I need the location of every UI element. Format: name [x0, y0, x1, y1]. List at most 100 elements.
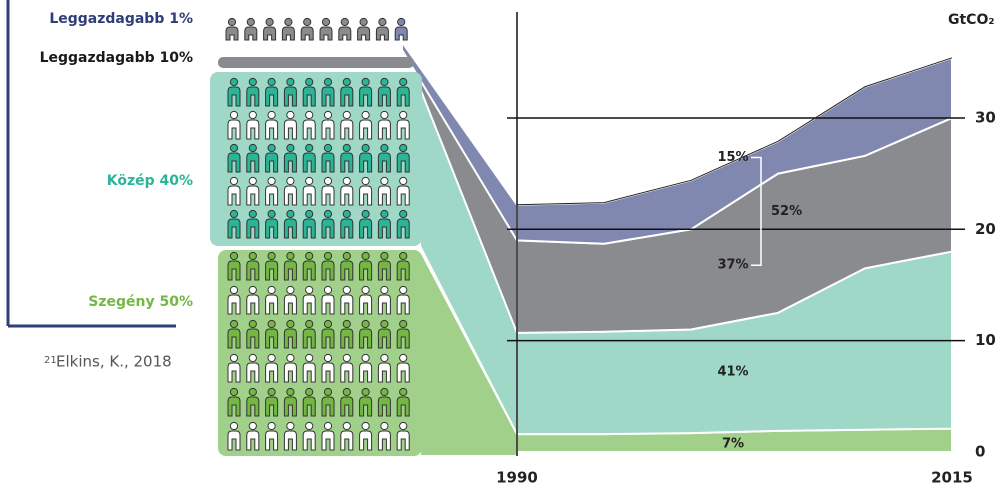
person-body	[340, 119, 354, 140]
person-body	[377, 362, 391, 383]
person-head	[397, 17, 406, 27]
person-body	[283, 152, 297, 173]
person-head	[248, 143, 257, 153]
person-head	[305, 353, 314, 363]
person-head	[305, 176, 314, 186]
legend-label: Leggazdagabb 1%	[49, 11, 193, 27]
bracket	[751, 156, 762, 266]
person-head	[248, 77, 257, 87]
share-label: 37%	[717, 258, 748, 273]
person-body	[302, 294, 316, 315]
person-head	[305, 421, 314, 431]
person-head	[286, 353, 295, 363]
person-body	[227, 185, 241, 206]
person-body	[321, 328, 335, 349]
person-head	[380, 387, 389, 397]
person-body	[246, 362, 260, 383]
person-body	[377, 185, 391, 206]
person-body	[321, 119, 335, 140]
person-body	[340, 328, 354, 349]
person-head	[305, 319, 314, 329]
person-body	[227, 328, 241, 349]
person-body	[246, 328, 260, 349]
person-head	[305, 387, 314, 397]
share-label: 41%	[717, 364, 748, 379]
person-body	[227, 152, 241, 173]
person-head	[267, 77, 276, 87]
person-body	[227, 119, 241, 140]
person-body	[396, 328, 410, 349]
person-body	[283, 218, 297, 239]
person-head	[342, 209, 351, 219]
person-body	[227, 396, 241, 417]
y-axis-label: GtCO₂	[948, 12, 995, 28]
person-head	[361, 77, 370, 87]
person-head	[361, 421, 370, 431]
person-body	[394, 26, 408, 41]
legend-label: Szegény 50%	[88, 294, 193, 310]
person-body	[227, 430, 241, 451]
person-body	[283, 185, 297, 206]
person-head	[399, 285, 408, 295]
person-body	[396, 86, 410, 107]
person-body	[321, 362, 335, 383]
person-head	[248, 176, 257, 186]
person-head	[286, 387, 295, 397]
person-body	[340, 260, 354, 281]
person-head	[286, 209, 295, 219]
person-head	[361, 209, 370, 219]
person-body	[265, 86, 279, 107]
person-head	[265, 17, 274, 27]
person-body	[340, 185, 354, 206]
person-head	[284, 17, 293, 27]
person-body	[396, 152, 410, 173]
person-head	[267, 143, 276, 153]
person-body	[283, 328, 297, 349]
person-head	[248, 110, 257, 120]
person-body	[321, 152, 335, 173]
person-body	[321, 260, 335, 281]
y-tick-label: 0	[975, 443, 985, 461]
person-head	[340, 17, 349, 27]
person-head	[267, 353, 276, 363]
person-head	[399, 143, 408, 153]
person-body	[321, 396, 335, 417]
person-head	[267, 110, 276, 120]
person-body	[246, 152, 260, 173]
person-body	[396, 430, 410, 451]
person-head	[286, 251, 295, 261]
person-body	[377, 430, 391, 451]
person-head	[286, 143, 295, 153]
person-head	[323, 209, 333, 219]
person-head	[267, 421, 276, 431]
person-head	[399, 77, 408, 87]
person-head	[361, 176, 370, 186]
person-head	[361, 319, 370, 329]
person-body	[340, 218, 354, 239]
person-body	[340, 152, 354, 173]
person-body	[340, 396, 354, 417]
person-head	[399, 176, 408, 186]
person-body	[396, 294, 410, 315]
person-body	[302, 218, 316, 239]
person-body	[227, 294, 241, 315]
person-head	[286, 176, 295, 186]
person-head	[380, 353, 389, 363]
person-head	[248, 209, 257, 219]
person-body	[265, 260, 279, 281]
person-body	[225, 26, 239, 41]
legend-label: Leggazdagabb 10%	[40, 50, 193, 66]
person-head	[380, 421, 389, 431]
person-head	[229, 285, 239, 295]
person-head	[361, 251, 370, 261]
person-body	[302, 430, 316, 451]
person-head	[286, 77, 295, 87]
person-head	[361, 387, 370, 397]
person-head	[229, 387, 239, 397]
person-body	[359, 119, 373, 140]
footnote-text: Elkins, K., 2018	[56, 353, 172, 371]
person-body	[302, 396, 316, 417]
area-edge	[516, 57, 953, 206]
person-head	[229, 251, 239, 261]
